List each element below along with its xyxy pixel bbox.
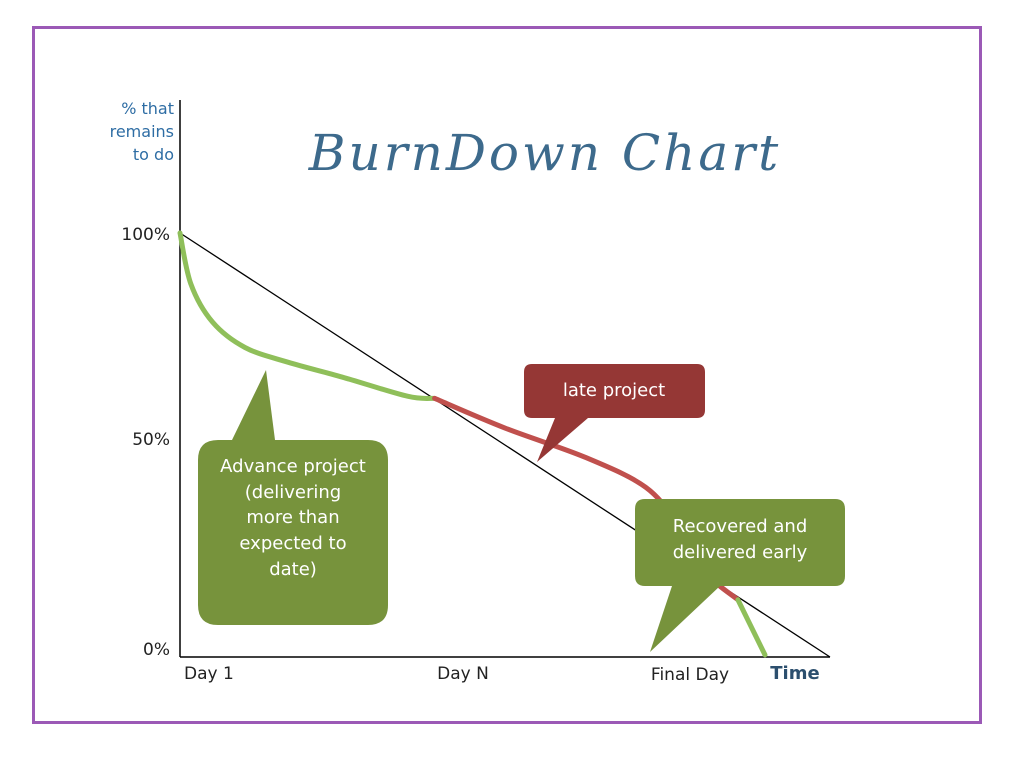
x-tick-label-final-day: Final Day bbox=[651, 665, 729, 685]
callout-advance-project: Advance project (delivering more than ex… bbox=[198, 370, 388, 625]
y-axis-title-line-3: to do bbox=[133, 145, 174, 164]
x-tick-label-day-n: Day N bbox=[437, 664, 489, 684]
callout-advance-bubble bbox=[198, 370, 388, 625]
y-tick-label-0: 0% bbox=[143, 640, 170, 660]
y-tick-label-100: 100% bbox=[121, 225, 170, 245]
callout-advance-text-1: Advance project bbox=[220, 456, 366, 477]
callout-late-text: late project bbox=[563, 380, 665, 401]
y-tick-label-50: 50% bbox=[132, 430, 170, 450]
chart-frame bbox=[32, 26, 982, 724]
callout-late-project: late project bbox=[524, 364, 705, 462]
callout-recovered-text-2: delivered early bbox=[673, 542, 808, 563]
recovered-curve bbox=[735, 597, 768, 658]
y-axis-title-line-2: remains bbox=[110, 122, 174, 141]
callout-advance-text-5: date) bbox=[269, 559, 317, 580]
x-axis-title: Time bbox=[770, 663, 819, 684]
callout-advance-text-3: more than bbox=[246, 507, 339, 528]
callout-advance-text-2: (delivering bbox=[245, 482, 342, 503]
callout-recovered: Recovered and delivered early bbox=[635, 499, 845, 652]
callout-recovered-bubble bbox=[635, 499, 845, 652]
y-axis-title-line-1: % that bbox=[121, 99, 174, 118]
callout-advance-text-4: expected to bbox=[239, 533, 346, 554]
callout-recovered-text-1: Recovered and bbox=[673, 516, 808, 537]
chart-title: BurnDown Chart bbox=[308, 124, 781, 182]
callout-late-bubble bbox=[524, 364, 705, 462]
x-tick-label-day-1: Day 1 bbox=[184, 664, 234, 684]
advance-project-curve bbox=[177, 230, 438, 401]
